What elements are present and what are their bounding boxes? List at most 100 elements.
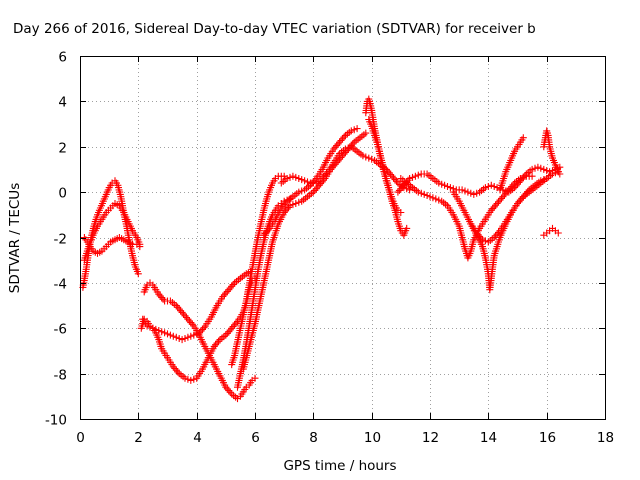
data-point bbox=[477, 234, 485, 242]
x-tick-label: 4 bbox=[193, 430, 202, 446]
data-point bbox=[187, 319, 195, 327]
data-point bbox=[184, 333, 192, 341]
series-6 bbox=[140, 279, 259, 403]
data-point bbox=[213, 339, 221, 347]
data-point bbox=[311, 186, 319, 194]
data-point bbox=[220, 291, 228, 299]
series-15 bbox=[397, 172, 536, 262]
x-tick-label: 0 bbox=[76, 430, 85, 446]
data-point bbox=[435, 196, 443, 204]
data-point bbox=[350, 126, 358, 134]
data-point bbox=[505, 186, 513, 194]
plot-marks bbox=[79, 95, 564, 403]
data-point bbox=[429, 194, 437, 202]
data-point bbox=[495, 198, 502, 206]
data-point bbox=[199, 325, 206, 333]
data-point bbox=[295, 188, 303, 196]
data-point bbox=[498, 194, 505, 202]
data-point bbox=[470, 190, 478, 198]
data-point bbox=[261, 230, 269, 237]
data-point bbox=[385, 169, 393, 177]
data-point bbox=[169, 363, 177, 371]
data-point bbox=[232, 319, 240, 327]
data-point bbox=[210, 342, 218, 350]
y-tick-label: -8 bbox=[54, 368, 67, 384]
data-point bbox=[298, 176, 306, 184]
data-point bbox=[169, 332, 177, 340]
data-point bbox=[484, 183, 492, 190]
y-tick-label: 2 bbox=[58, 141, 67, 157]
data-point bbox=[528, 165, 536, 173]
data-point bbox=[403, 224, 411, 232]
data-point bbox=[540, 165, 548, 173]
data-point bbox=[171, 365, 179, 372]
chart-title: Day 266 of 2016, Sidereal Day-to-day VTE… bbox=[13, 21, 536, 37]
data-point bbox=[158, 294, 166, 302]
data-point bbox=[172, 333, 180, 341]
axis-ticks bbox=[80, 56, 606, 420]
data-point bbox=[143, 322, 151, 330]
data-point bbox=[487, 206, 495, 214]
data-point bbox=[474, 231, 482, 239]
x-axis-label: GPS time / hours bbox=[283, 458, 396, 474]
data-point bbox=[251, 374, 259, 382]
data-point bbox=[181, 335, 189, 342]
x-tick-label: 8 bbox=[309, 430, 318, 446]
data-point bbox=[289, 172, 297, 180]
series-20 bbox=[540, 224, 562, 239]
data-point bbox=[362, 129, 370, 137]
data-point bbox=[347, 127, 355, 135]
data-point bbox=[180, 310, 187, 318]
data-point bbox=[334, 140, 342, 148]
data-point bbox=[406, 175, 414, 182]
data-point bbox=[390, 174, 397, 182]
data-point bbox=[435, 179, 443, 187]
data-point bbox=[476, 232, 484, 240]
data-point bbox=[279, 202, 287, 210]
data-point bbox=[417, 189, 425, 197]
series-9 bbox=[239, 129, 370, 373]
data-point bbox=[492, 201, 500, 209]
data-point bbox=[200, 324, 208, 332]
data-point bbox=[277, 204, 285, 212]
x-tick-label: 18 bbox=[597, 430, 614, 446]
data-point bbox=[341, 145, 349, 153]
data-point bbox=[473, 189, 481, 197]
data-point bbox=[331, 143, 339, 151]
data-point bbox=[514, 200, 521, 207]
data-point bbox=[353, 125, 361, 133]
data-point bbox=[336, 138, 344, 146]
data-point bbox=[518, 194, 526, 202]
data-point bbox=[285, 203, 292, 211]
data-point bbox=[225, 286, 233, 294]
data-point bbox=[502, 189, 510, 197]
data-point bbox=[398, 183, 406, 191]
data-point bbox=[188, 320, 196, 328]
data-point bbox=[155, 327, 163, 334]
data-point bbox=[286, 202, 294, 210]
data-point bbox=[289, 201, 297, 209]
data-point bbox=[166, 331, 174, 339]
data-point bbox=[397, 185, 405, 193]
data-point bbox=[441, 181, 449, 189]
series-8 bbox=[234, 195, 294, 391]
data-point bbox=[134, 270, 142, 278]
data-point bbox=[187, 332, 195, 340]
y-tick-label: 0 bbox=[58, 186, 67, 202]
data-point bbox=[499, 193, 507, 201]
data-point bbox=[537, 164, 545, 172]
data-point bbox=[554, 229, 562, 237]
data-point bbox=[493, 200, 501, 207]
data-point bbox=[490, 203, 498, 211]
series-3 bbox=[80, 234, 144, 257]
data-point bbox=[149, 324, 157, 332]
data-point bbox=[528, 172, 536, 180]
data-point bbox=[323, 169, 330, 177]
data-point bbox=[283, 205, 291, 213]
data-point bbox=[515, 198, 523, 206]
data-point bbox=[473, 229, 481, 237]
data-point bbox=[321, 171, 329, 179]
data-point bbox=[308, 180, 316, 188]
data-point bbox=[260, 231, 268, 239]
x-tick-label: 12 bbox=[422, 430, 439, 446]
